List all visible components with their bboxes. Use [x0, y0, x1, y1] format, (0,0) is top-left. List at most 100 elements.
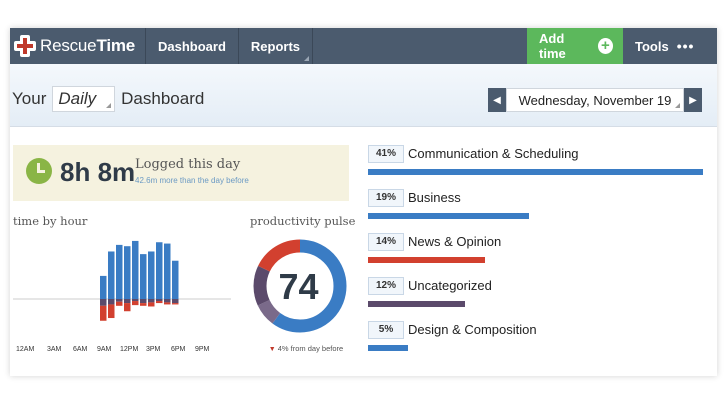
- logged-time-box: 8h 8m Logged this day 42.6m more than th…: [13, 145, 349, 201]
- hour-bar-productive[interactable]: [116, 244, 123, 299]
- hour-axis-label: 12AM: [16, 346, 34, 353]
- top-nav: RescueTime Dashboard Reports Add time + T…: [10, 28, 717, 64]
- hour-bar-productive[interactable]: [148, 251, 155, 299]
- nav-dashboard-label: Dashboard: [158, 38, 226, 54]
- category-row[interactable]: 14% News & Opinion: [368, 233, 713, 273]
- category-percent: 5%: [368, 321, 404, 339]
- page-title: Your Daily Dashboard: [12, 86, 204, 112]
- category-row[interactable]: 19% Business: [368, 189, 713, 229]
- brand-name: RescueTime: [40, 36, 135, 56]
- hour-bar-productive[interactable]: [124, 246, 131, 299]
- hour-bar-productive[interactable]: [108, 251, 115, 299]
- add-time-button[interactable]: Add time +: [527, 28, 623, 64]
- rescuetime-cross-icon: [14, 35, 36, 57]
- category-percent: 19%: [368, 189, 404, 207]
- category-name[interactable]: Design & Composition: [408, 322, 537, 337]
- pulse-segment: [253, 239, 347, 333]
- hour-axis-label: 9AM: [97, 346, 112, 353]
- pulse-comparison: ▼ 4% from day before: [256, 344, 356, 353]
- hour-bar-productive[interactable]: [132, 240, 139, 299]
- nav-dashboard[interactable]: Dashboard: [146, 28, 239, 64]
- brand-name-part2: Time: [96, 36, 136, 55]
- hour-bar-distracting[interactable]: [172, 303, 179, 305]
- hour-bar-distracting[interactable]: [156, 301, 163, 304]
- hour-bar-neutral[interactable]: [116, 299, 123, 302]
- hour-axis-label: 12PM: [120, 346, 138, 353]
- prev-day-button[interactable]: ◀: [488, 88, 506, 112]
- category-row[interactable]: 41% Communication & Scheduling: [368, 145, 713, 185]
- hour-bar-neutral[interactable]: [140, 299, 147, 304]
- category-bar: [368, 301, 465, 307]
- hour-bar-distracting[interactable]: [164, 302, 171, 305]
- hour-bar-productive[interactable]: [164, 243, 171, 299]
- hour-axis-label: 9PM: [195, 346, 210, 353]
- productivity-pulse-donut[interactable]: [250, 236, 350, 336]
- hour-bar-distracting[interactable]: [124, 303, 131, 312]
- nav-reports-label: Reports: [250, 38, 301, 54]
- category-name[interactable]: Uncategorized: [408, 278, 492, 293]
- hour-bar-neutral[interactable]: [164, 299, 171, 303]
- category-bar: [368, 257, 485, 263]
- pulse-comparison-text: 4% from day before: [277, 344, 344, 353]
- add-time-label: Add time: [539, 31, 566, 61]
- logged-total: 8h 8m: [60, 157, 136, 187]
- period-select[interactable]: Daily: [52, 86, 116, 112]
- more-dots-icon: •••: [676, 38, 695, 54]
- time-by-hour-chart[interactable]: 12AM 3AM 6AM 9AM 12PM 3PM 6PM 9PM: [13, 228, 233, 358]
- hour-bar-neutral[interactable]: [108, 299, 115, 305]
- nav-reports[interactable]: Reports: [239, 28, 314, 64]
- dashboard-header: Your Daily Dashboard ◀ Wednesday, Novemb…: [10, 64, 717, 127]
- productivity-pulse-score: 74: [278, 266, 319, 307]
- down-arrow-icon: ▼: [268, 346, 276, 353]
- hour-axis-label: 3PM: [146, 346, 161, 353]
- hour-bar-distracting[interactable]: [140, 303, 147, 306]
- period-value: Daily: [58, 89, 97, 108]
- app-window: RescueTime Dashboard Reports Add time + T…: [10, 28, 717, 376]
- hour-bar-neutral[interactable]: [132, 299, 139, 302]
- hour-axis-label: 6PM: [171, 346, 186, 353]
- hour-bar-productive[interactable]: [172, 260, 179, 299]
- category-percent: 14%: [368, 233, 404, 251]
- hour-bar-distracting[interactable]: [148, 302, 155, 307]
- hour-bar-productive[interactable]: [140, 254, 147, 299]
- hour-axis-label: 6AM: [73, 346, 88, 353]
- category-name[interactable]: Business: [408, 190, 461, 205]
- hour-bar-distracting[interactable]: [100, 305, 107, 321]
- logged-comparison[interactable]: 42.6m more than the day before: [135, 176, 249, 185]
- category-name[interactable]: News & Opinion: [408, 234, 502, 249]
- tools-label: Tools: [635, 38, 669, 54]
- hour-bar-neutral[interactable]: [172, 299, 179, 304]
- brand-logo[interactable]: RescueTime: [10, 28, 146, 64]
- date-select[interactable]: Wednesday, November 19: [506, 88, 684, 112]
- category-percent: 12%: [368, 277, 404, 295]
- category-bar: [368, 213, 529, 219]
- tools-menu[interactable]: Tools •••: [623, 28, 717, 64]
- hour-bar-productive[interactable]: [156, 242, 163, 299]
- hour-bar-distracting[interactable]: [132, 301, 139, 306]
- category-row[interactable]: 5% Design & Composition: [368, 321, 713, 361]
- productivity-pulse-title: productivity pulse: [250, 214, 356, 228]
- dropdown-corner-icon: [304, 56, 310, 61]
- hour-bar-neutral[interactable]: [124, 299, 131, 304]
- date-value: Wednesday, November 19: [518, 92, 672, 108]
- next-day-button[interactable]: ▶: [684, 88, 702, 112]
- time-by-hour-title: time by hour: [13, 214, 88, 228]
- hour-bar-distracting[interactable]: [116, 301, 123, 306]
- hour-axis-label: 3AM: [47, 346, 62, 353]
- category-bar: [368, 345, 408, 351]
- hour-bar-neutral[interactable]: [156, 299, 163, 302]
- dropdown-corner-icon: [675, 103, 680, 108]
- date-navigator: ◀ Wednesday, November 19 ▶: [488, 88, 702, 112]
- category-bar: [368, 169, 703, 175]
- pulse-segment: [253, 239, 347, 333]
- hour-bar-neutral[interactable]: [100, 299, 107, 306]
- plus-circle-icon: +: [597, 38, 613, 54]
- category-name[interactable]: Communication & Scheduling: [408, 146, 579, 161]
- hour-bar-productive[interactable]: [100, 275, 107, 299]
- title-dashboard: Dashboard: [121, 89, 205, 108]
- category-row[interactable]: 12% Uncategorized: [368, 277, 713, 317]
- title-your: Your: [12, 89, 47, 108]
- hour-bar-distracting[interactable]: [108, 304, 115, 319]
- brand-name-part1: Rescue: [40, 36, 97, 55]
- hour-bar-neutral[interactable]: [148, 299, 155, 303]
